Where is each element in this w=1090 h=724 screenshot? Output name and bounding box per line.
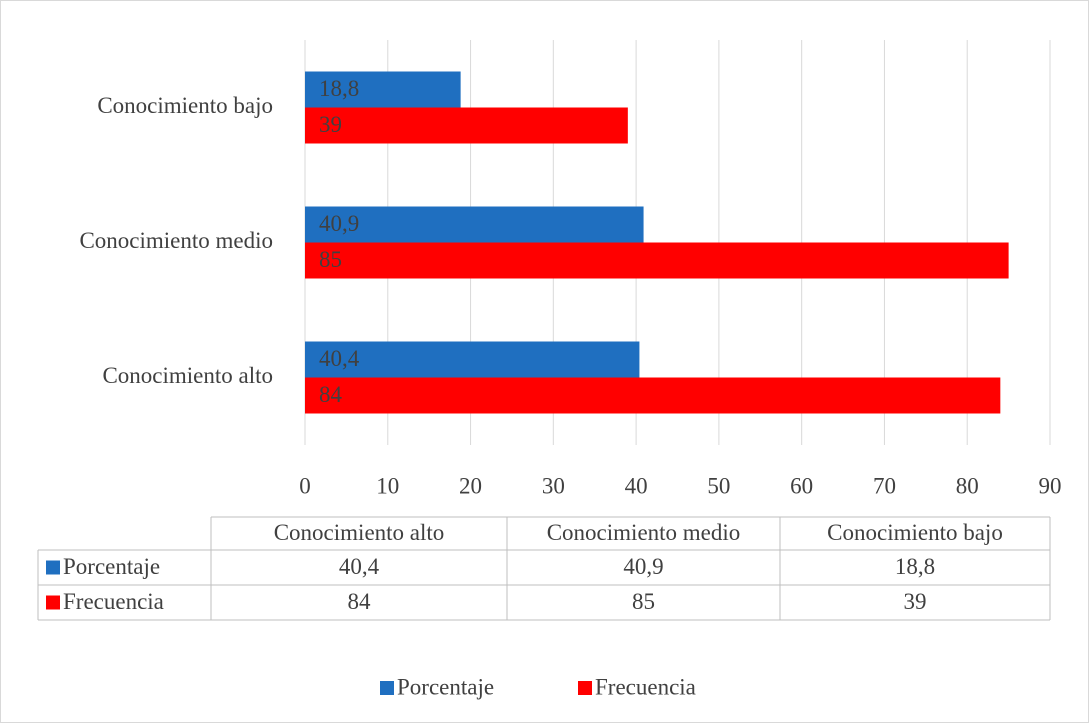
data-label: 85 bbox=[319, 247, 342, 272]
y-tick-label: Conocimiento alto bbox=[102, 363, 273, 388]
data-label: 40,9 bbox=[319, 211, 359, 236]
table-cell: 40,9 bbox=[623, 554, 663, 579]
data-label: 39 bbox=[319, 112, 342, 137]
table-cell: 39 bbox=[904, 589, 927, 614]
data-label: 40,4 bbox=[319, 346, 360, 371]
table-header: Conocimiento medio bbox=[547, 520, 741, 545]
bar bbox=[305, 206, 644, 243]
x-tick-label: 40 bbox=[625, 473, 648, 498]
x-tick-label: 70 bbox=[873, 473, 896, 498]
x-tick-label: 30 bbox=[542, 473, 565, 498]
legend-key bbox=[380, 681, 394, 695]
y-tick-label: Conocimiento bajo bbox=[97, 93, 273, 118]
legend-key bbox=[46, 595, 60, 610]
table-cell: 84 bbox=[348, 589, 372, 614]
table-row-label: Porcentaje bbox=[63, 554, 160, 579]
legend-key bbox=[578, 681, 592, 695]
bar bbox=[305, 71, 461, 108]
x-tick-label: 90 bbox=[1039, 473, 1062, 498]
bar bbox=[305, 377, 1001, 414]
table-header: Conocimiento bajo bbox=[827, 520, 1003, 545]
legend-label: Porcentaje bbox=[397, 674, 494, 699]
x-tick-label: 80 bbox=[956, 473, 979, 498]
data-label: 84 bbox=[319, 382, 343, 407]
table-row-label: Frecuencia bbox=[63, 589, 164, 614]
legend-key bbox=[46, 560, 60, 575]
x-tick-label: 50 bbox=[707, 473, 730, 498]
bar bbox=[305, 242, 1009, 279]
table-cell: 40,4 bbox=[339, 554, 380, 579]
x-tick-label: 10 bbox=[376, 473, 399, 498]
x-tick-label: 60 bbox=[790, 473, 813, 498]
x-tick-label: 20 bbox=[459, 473, 482, 498]
bar bbox=[305, 107, 628, 144]
table-header: Conocimiento alto bbox=[274, 520, 445, 545]
x-tick-label: 0 bbox=[299, 473, 311, 498]
y-tick-label: Conocimiento medio bbox=[79, 228, 273, 253]
table-cell: 18,8 bbox=[895, 554, 935, 579]
bar bbox=[305, 341, 640, 378]
data-label: 18,8 bbox=[319, 76, 359, 101]
legend-label: Frecuencia bbox=[595, 674, 696, 699]
table-cell: 85 bbox=[632, 589, 655, 614]
